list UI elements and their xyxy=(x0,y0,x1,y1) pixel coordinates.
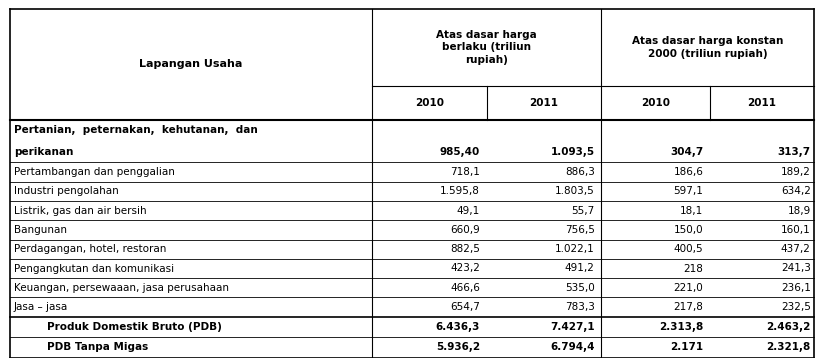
Text: 49,1: 49,1 xyxy=(457,205,480,216)
Text: Atas dasar harga
berlaku (triliun
rupiah): Atas dasar harga berlaku (triliun rupiah… xyxy=(436,30,537,65)
Text: 218: 218 xyxy=(684,263,703,274)
Text: Bangunan: Bangunan xyxy=(14,225,67,235)
Text: Perdagangan, hotel, restoran: Perdagangan, hotel, restoran xyxy=(14,244,166,254)
Text: 718,1: 718,1 xyxy=(450,167,480,177)
Text: 18,1: 18,1 xyxy=(681,205,703,216)
Text: 241,3: 241,3 xyxy=(780,263,811,274)
Text: 634,2: 634,2 xyxy=(780,186,811,196)
Text: 597,1: 597,1 xyxy=(673,186,703,196)
Text: 423,2: 423,2 xyxy=(450,263,480,274)
Text: 304,7: 304,7 xyxy=(670,147,703,158)
Text: PDB Tanpa Migas: PDB Tanpa Migas xyxy=(47,343,148,352)
Text: Keuangan, persewaaan, jasa perusahaan: Keuangan, persewaaan, jasa perusahaan xyxy=(14,283,229,293)
Text: 313,7: 313,7 xyxy=(778,147,811,158)
Text: 6.436,3: 6.436,3 xyxy=(436,322,480,332)
Text: 18,9: 18,9 xyxy=(788,205,811,216)
Text: 886,3: 886,3 xyxy=(564,167,595,177)
Text: 660,9: 660,9 xyxy=(451,225,480,235)
Text: Pertambangan dan penggalian: Pertambangan dan penggalian xyxy=(14,167,175,177)
Text: 783,3: 783,3 xyxy=(564,302,595,312)
Text: 756,5: 756,5 xyxy=(564,225,595,235)
Text: Jasa – jasa: Jasa – jasa xyxy=(14,302,68,312)
Text: Lapangan Usaha: Lapangan Usaha xyxy=(139,59,243,69)
Text: 2.313,8: 2.313,8 xyxy=(659,322,703,332)
Text: 1.022,1: 1.022,1 xyxy=(555,244,595,254)
Text: 400,5: 400,5 xyxy=(674,244,703,254)
Text: Industri pengolahan: Industri pengolahan xyxy=(14,186,119,196)
Text: 2011: 2011 xyxy=(529,98,559,108)
Text: 2011: 2011 xyxy=(748,98,776,108)
Text: 466,6: 466,6 xyxy=(450,283,480,293)
Text: Atas dasar harga konstan
2000 (triliun rupiah): Atas dasar harga konstan 2000 (triliun r… xyxy=(631,36,784,59)
Text: Pengangkutan dan komunikasi: Pengangkutan dan komunikasi xyxy=(14,263,174,274)
Text: 882,5: 882,5 xyxy=(450,244,480,254)
Text: 654,7: 654,7 xyxy=(450,302,480,312)
Text: 217,8: 217,8 xyxy=(673,302,703,312)
Text: 1.803,5: 1.803,5 xyxy=(555,186,595,196)
Text: perikanan: perikanan xyxy=(14,147,74,158)
Text: Pertanian,  peternakan,  kehutanan,  dan: Pertanian, peternakan, kehutanan, dan xyxy=(14,125,258,135)
Text: 985,40: 985,40 xyxy=(440,147,480,158)
Text: 150,0: 150,0 xyxy=(674,225,703,235)
Text: 186,6: 186,6 xyxy=(673,167,703,177)
Text: 189,2: 189,2 xyxy=(780,167,811,177)
Text: 2010: 2010 xyxy=(415,98,444,108)
Text: 6.794,4: 6.794,4 xyxy=(551,343,595,352)
Text: 437,2: 437,2 xyxy=(780,244,811,254)
Text: 232,5: 232,5 xyxy=(780,302,811,312)
Text: 55,7: 55,7 xyxy=(572,205,595,216)
Text: 1.595,8: 1.595,8 xyxy=(440,186,480,196)
Text: 2.321,8: 2.321,8 xyxy=(766,343,811,352)
Text: 160,1: 160,1 xyxy=(781,225,811,235)
Text: 7.427,1: 7.427,1 xyxy=(550,322,595,332)
Text: Produk Domestik Bruto (PDB): Produk Domestik Bruto (PDB) xyxy=(47,322,222,332)
Text: 221,0: 221,0 xyxy=(674,283,703,293)
Text: 2.171: 2.171 xyxy=(671,343,703,352)
Text: 1.093,5: 1.093,5 xyxy=(551,147,595,158)
Text: 5.936,2: 5.936,2 xyxy=(436,343,480,352)
Text: 2010: 2010 xyxy=(641,98,670,108)
Text: 236,1: 236,1 xyxy=(780,283,811,293)
Text: 2.463,2: 2.463,2 xyxy=(766,322,811,332)
Text: 491,2: 491,2 xyxy=(564,263,595,274)
Text: Listrik, gas dan air bersih: Listrik, gas dan air bersih xyxy=(14,205,146,216)
Text: 535,0: 535,0 xyxy=(565,283,595,293)
